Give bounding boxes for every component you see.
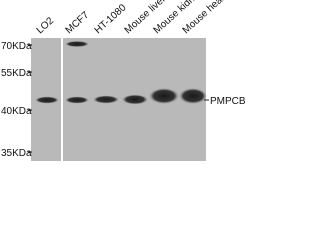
- band: [35, 96, 59, 104]
- band: [65, 96, 89, 104]
- band: [93, 95, 119, 104]
- lane-label: HT-1080: [93, 2, 129, 36]
- lane-label: LO2: [35, 15, 57, 36]
- band: [149, 88, 179, 104]
- western-blot-figure: 70KDa 55KDa 40KDa 35KDa LO2 MCF7 HT-1080…: [1, 0, 246, 161]
- protein-label: PMPCB: [210, 96, 246, 107]
- band: [65, 41, 89, 47]
- marker-label: 35KDa: [1, 148, 32, 159]
- marker-label: 55KDa: [1, 68, 32, 79]
- marker-label: 40KDa: [1, 106, 32, 117]
- lane-label: MCF7: [64, 10, 92, 37]
- lane-separator: [61, 38, 63, 161]
- marker-label: 70KDa: [1, 41, 32, 52]
- band: [122, 94, 148, 105]
- band: [179, 88, 207, 104]
